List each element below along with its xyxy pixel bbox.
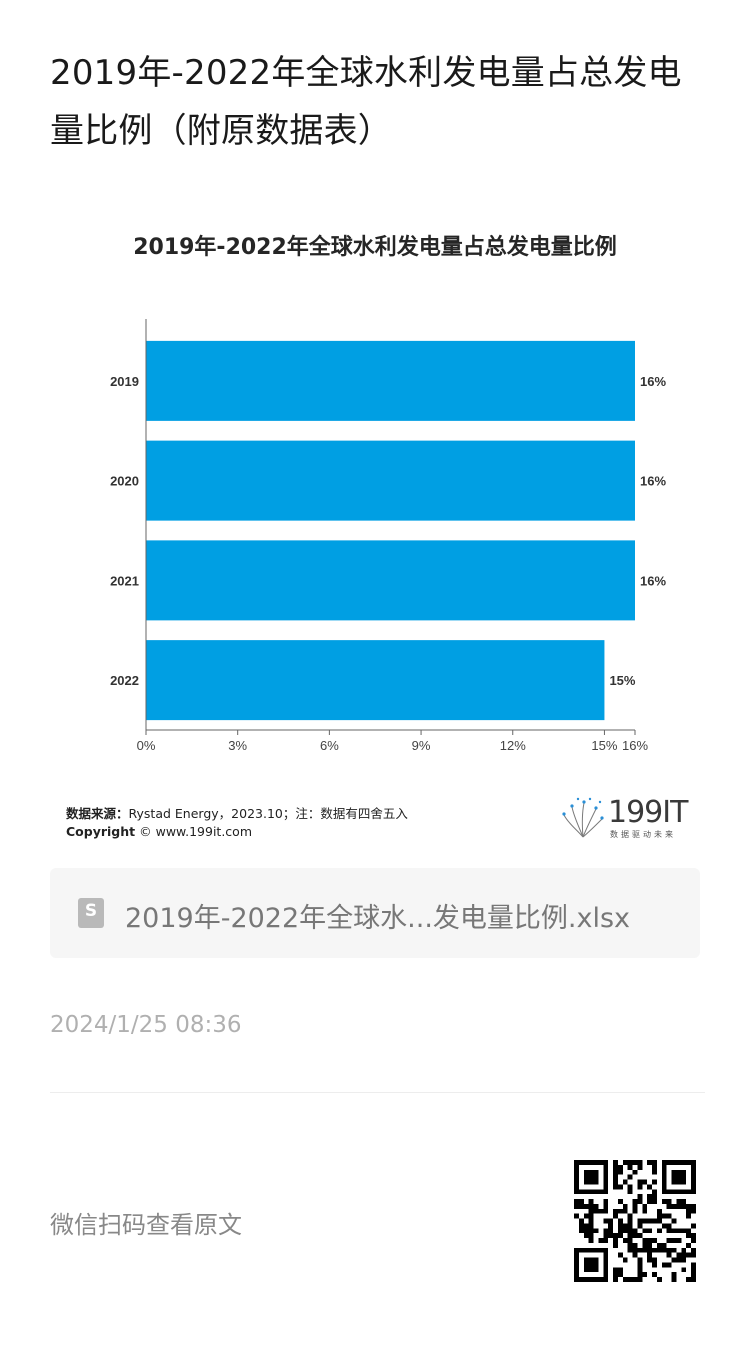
x-tick-label-9: 9% [412, 738, 431, 753]
category-label-2021: 2021 [110, 573, 139, 588]
qr-code-icon[interactable] [574, 1160, 696, 1282]
category-label-2019: 2019 [110, 374, 139, 389]
logo-199it: 199IT 数据驱动未来 [560, 795, 700, 845]
category-label-2020: 2020 [110, 474, 139, 489]
source-text: Rystad Energy，2023.10；注：数据有四舍五入 [128, 806, 408, 821]
data-label-2019: 16% [640, 374, 666, 389]
logo-subtitle: 数据驱动未来 [610, 830, 676, 839]
publish-timestamp: 2024/1/25 08:36 [50, 1012, 242, 1038]
copyright-text: © www.199it.com [139, 824, 252, 839]
file-icon-letter: S [84, 901, 98, 921]
copyright-label: Copyright [66, 824, 136, 839]
x-tick-label-15: 15% [591, 738, 617, 753]
page-title: 2019年-2022年全球水利发电量占总发电量比例（附原数据表） [50, 53, 682, 151]
data-label-2022: 15% [609, 673, 635, 688]
logo-dandelion-icon [562, 797, 604, 838]
spreadsheet-file-icon: S [78, 898, 104, 928]
x-tick-label-3: 3% [228, 738, 247, 753]
x-tick-label-0: 0% [137, 738, 156, 753]
x-tick-label-12: 12% [500, 738, 526, 753]
logo-text: 199IT [608, 795, 688, 830]
bar-2020 [146, 440, 635, 521]
divider [50, 1092, 705, 1093]
chart-title: 2019年-2022年全球水利发电量占总发电量比例 [133, 235, 617, 260]
scan-prompt: 微信扫码查看原文 [50, 1211, 242, 1239]
x-tick-label-6: 6% [320, 738, 339, 753]
category-label-2022: 2022 [110, 673, 139, 688]
x-tick-label-16: 16% [622, 738, 648, 753]
attachment-file-name[interactable]: 2019年-2022年全球水...发电量比例.xlsx [125, 903, 631, 934]
chart-card: 2019年-2022年全球水利发电量占总发电量比例 2019 16% 2020 16%… [50, 215, 710, 855]
attachment-file-card[interactable]: S 2019年-2022年全球水...发电量比例.xlsx [50, 868, 700, 958]
bar-2021 [146, 540, 635, 621]
source-label: 数据来源： [66, 806, 129, 821]
chart-source: 数据来源：Rystad Energy，2023.10；注：数据有四舍五入 [66, 803, 408, 822]
bar-2022 [146, 640, 605, 721]
data-label-2021: 16% [640, 573, 666, 588]
chart-copyright: Copyright © www.199it.com [66, 824, 252, 839]
bar-chart: 2019 16% 2020 16% 2021 16% 2022 15% 0% 3% 6% 9% 12% 1… [110, 319, 666, 753]
bar-2019 [146, 340, 635, 421]
data-label-2020: 16% [640, 474, 666, 489]
